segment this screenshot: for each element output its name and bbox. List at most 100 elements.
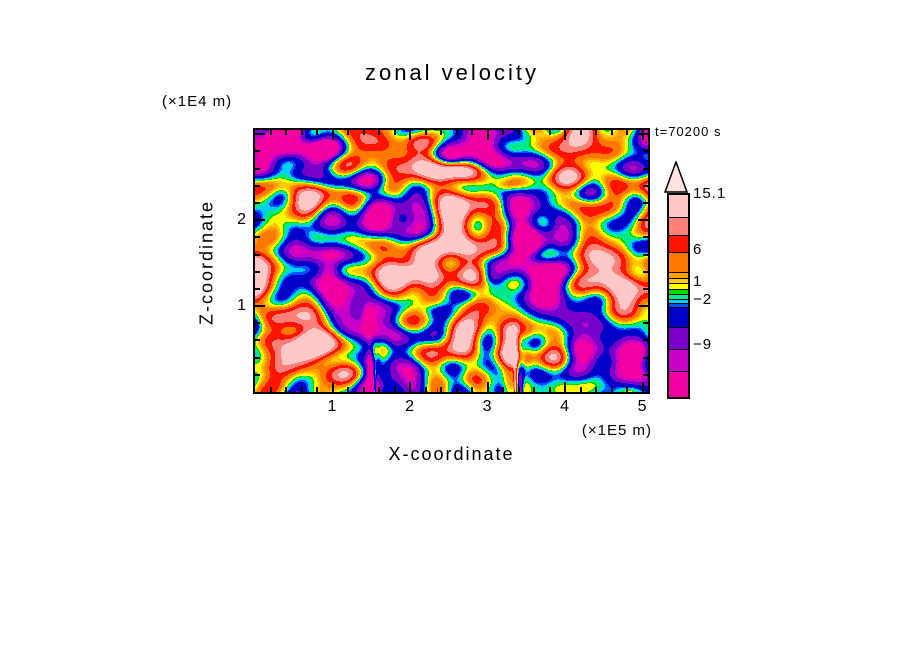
y-axis-label: Z-coordinate (196, 199, 217, 326)
axis-tick (394, 130, 396, 135)
axis-tick (255, 374, 260, 376)
colorbar-segment (669, 278, 688, 283)
axis-tick (255, 219, 265, 221)
axis-tick (363, 387, 365, 392)
axis-tick (643, 322, 648, 324)
axis-tick (638, 133, 648, 135)
axis-tick (518, 387, 520, 392)
axis-tick (643, 236, 648, 238)
axis-tick (409, 382, 411, 392)
axis-tick (456, 387, 458, 392)
axis-tick (643, 185, 648, 187)
colorbar-segment (669, 349, 688, 371)
colorbar-tick-label: 15.1 (693, 185, 727, 202)
axis-tick (255, 288, 260, 290)
axis-tick (643, 254, 648, 256)
axis-tick (378, 130, 380, 135)
axis-tick (549, 387, 551, 392)
axis-tick (409, 130, 411, 140)
axis-tick (643, 288, 648, 290)
colorbar-tick-label: −9 (693, 336, 713, 353)
axis-tick (642, 382, 644, 392)
axis-tick (595, 130, 597, 135)
x-tick-label: 3 (482, 398, 493, 415)
axis-tick (456, 130, 458, 135)
axis-tick (255, 133, 265, 135)
axis-tick (347, 130, 349, 135)
axis-tick (255, 271, 260, 273)
axis-tick (255, 150, 260, 152)
colorbar-segment (669, 371, 688, 397)
colorbar (667, 193, 690, 399)
colorbar-segment (669, 217, 688, 235)
axis-tick (255, 339, 260, 341)
axis-tick (487, 382, 489, 392)
colorbar-segment (669, 307, 688, 327)
axis-tick (255, 168, 260, 170)
axis-tick (347, 387, 349, 392)
axis-tick (316, 387, 318, 392)
axis-tick (471, 387, 473, 392)
colorbar-segment (669, 283, 688, 289)
axis-tick (626, 387, 628, 392)
axis-tick (270, 130, 272, 135)
axis-tick (425, 387, 427, 392)
colorbar-tick-label: 1 (693, 273, 703, 290)
colorbar-tick-label: 6 (693, 241, 703, 258)
axis-tick (638, 305, 648, 307)
axis-tick (301, 387, 303, 392)
axis-tick (255, 185, 260, 187)
y-tick-label: 2 (237, 211, 247, 229)
axis-tick (642, 130, 644, 140)
axis-tick (363, 130, 365, 135)
time-annotation: t=70200 s (655, 124, 722, 139)
axis-tick (425, 130, 427, 135)
axis-tick (549, 130, 551, 135)
axis-tick (255, 357, 260, 359)
axis-tick (255, 254, 260, 256)
x-tick-label: 4 (560, 398, 570, 415)
colorbar-segment (669, 303, 688, 307)
axis-tick (255, 305, 265, 307)
axis-tick (643, 168, 648, 170)
axis-tick (611, 387, 613, 392)
x-axis-label: X-coordinate (388, 444, 515, 464)
axis-tick (255, 236, 260, 238)
contour-plot-area (253, 128, 650, 394)
axis-tick (316, 130, 318, 135)
colorbar-segment (669, 195, 688, 217)
axis-tick (502, 387, 504, 392)
axis-tick (378, 387, 380, 392)
axis-tick (564, 130, 566, 140)
colorbar-segment (669, 327, 688, 349)
axis-tick (440, 387, 442, 392)
axis-tick (285, 130, 287, 135)
contour-field-canvas (255, 130, 648, 392)
colorbar-tick-label: −2 (693, 291, 713, 308)
axis-tick (255, 202, 260, 204)
x-axis-unit-label: (×1E5 m) (581, 422, 652, 439)
axis-tick (332, 130, 334, 140)
colorbar-arrow-icon (663, 161, 689, 193)
colorbar-segment (669, 299, 688, 303)
y-tick-label: 1 (237, 297, 247, 315)
axis-tick (255, 322, 260, 324)
axis-tick (580, 130, 582, 135)
axis-tick (643, 271, 648, 273)
axis-tick (611, 130, 613, 135)
axis-tick (440, 130, 442, 135)
axis-tick (580, 387, 582, 392)
axis-tick (518, 130, 520, 135)
colorbar-segment (669, 289, 688, 294)
page-title: zonal velocity (364, 60, 540, 85)
colorbar-segment (669, 252, 688, 272)
axis-tick (394, 387, 396, 392)
axis-tick (643, 202, 648, 204)
axis-tick (564, 382, 566, 392)
axis-tick (471, 130, 473, 135)
axis-tick (626, 130, 628, 135)
colorbar-segment (669, 272, 688, 278)
axis-tick (502, 130, 504, 135)
y-axis-unit-label: (×1E4 m) (162, 93, 233, 110)
